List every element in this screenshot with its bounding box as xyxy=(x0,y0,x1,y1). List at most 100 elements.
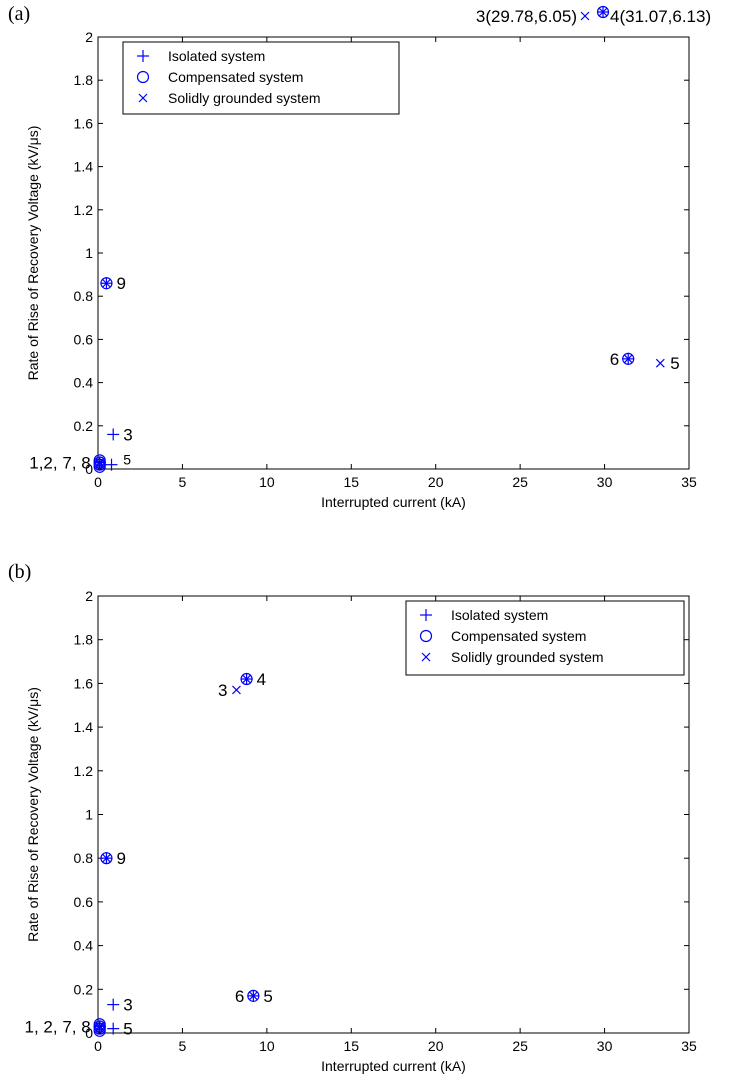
y-tick-label: 1.4 xyxy=(74,159,94,175)
legend: Isolated system Compensated system Solidly… xyxy=(122,41,400,115)
y-tick-label: 1.4 xyxy=(74,719,94,735)
data-point xyxy=(93,1024,106,1037)
point-annotation: 9 xyxy=(116,849,125,868)
x-tick-label: 5 xyxy=(179,1038,187,1054)
data-point xyxy=(95,458,105,467)
data-point xyxy=(100,277,113,290)
data-point xyxy=(93,460,106,473)
y-tick-label: 0.8 xyxy=(74,288,94,304)
y-tick-label: 1.8 xyxy=(74,72,94,88)
data-point xyxy=(240,672,253,686)
series-circle xyxy=(93,672,260,1037)
x-tick-label: 20 xyxy=(428,474,444,490)
series-circle xyxy=(93,277,635,473)
legend-entry: Isolated system xyxy=(168,48,265,64)
x-axis-label: Interrupted current (kA) xyxy=(321,1058,466,1074)
data-point xyxy=(232,685,241,695)
legend-marker xyxy=(138,93,148,103)
data-point xyxy=(95,1022,105,1031)
point-annotation: 1,2, 7, 8 xyxy=(29,454,90,473)
legend-entry: Solidly grounded system xyxy=(451,649,604,665)
scatter-chart-b: (b)0 5 10 15 20 25 30 3500.20.40.60.811.21.41.6… xyxy=(8,561,697,1074)
data-point xyxy=(107,428,120,441)
point-annotation: 3 xyxy=(218,681,227,700)
x-tick-label: 15 xyxy=(343,1038,359,1054)
y-tick-label: 2 xyxy=(85,29,93,45)
data-point xyxy=(623,354,633,364)
y-tick-label: 2 xyxy=(85,588,93,604)
y-tick-label: 0.4 xyxy=(74,375,94,391)
data-point xyxy=(93,1020,106,1033)
legend-marker xyxy=(137,50,149,62)
legend-box xyxy=(405,600,685,676)
y-tick-label: 0 xyxy=(85,1025,93,1041)
x-tick-label: 25 xyxy=(512,474,528,490)
series-plus xyxy=(93,277,635,471)
y-axis-label: Rate of Rise of Recovery Voltage (kV/μs) xyxy=(25,687,41,942)
series-x xyxy=(95,674,258,1034)
chart-panel-a: (a) 0 5 10 15 20 25 30 35 0 0.2 0.4 0.6 0.8 1 1.2 1.4 1.6… xyxy=(8,3,711,510)
offscale-marker-combined xyxy=(596,5,610,19)
x-tick-label: 30 xyxy=(597,1038,613,1054)
x-tick-label: 5 xyxy=(179,474,187,490)
offscale-label: 4(31.07,6.13) xyxy=(610,7,711,26)
data-point xyxy=(100,852,113,865)
point-annotation: 6 xyxy=(235,987,244,1006)
data-point xyxy=(95,1024,105,1034)
x-tick-label: 10 xyxy=(259,474,275,490)
data-point xyxy=(107,1022,120,1035)
data-point xyxy=(655,358,665,368)
point-annotation: 9 xyxy=(116,274,125,293)
x-tick-label: 35 xyxy=(681,474,697,490)
point-annotation: 6 xyxy=(610,350,619,369)
offscale-label: 3(29.78,6.05) xyxy=(476,7,577,26)
legend-marker xyxy=(421,652,431,662)
x-tick-label: 30 xyxy=(597,474,613,490)
offscale-marker-x xyxy=(598,7,608,17)
y-tick-label: 0 xyxy=(85,461,93,477)
data-point xyxy=(105,458,118,471)
legend-marker xyxy=(136,70,150,84)
legend-marker xyxy=(420,609,432,621)
y-tick-label: 0.6 xyxy=(74,894,94,910)
offscale-marker xyxy=(580,11,590,21)
point-annotation: 5 xyxy=(263,987,272,1006)
x-tick-label: 10 xyxy=(259,1038,275,1054)
legend: Isolated system Compensated system Solidly… xyxy=(405,600,685,676)
point-annotation: 5 xyxy=(670,354,679,373)
x-tick-label: 15 xyxy=(343,474,359,490)
data-point xyxy=(102,853,111,863)
y-tick-label: 0.2 xyxy=(74,981,94,997)
point-annotation: 3 xyxy=(123,996,132,1015)
data-point xyxy=(102,278,111,288)
legend-entry: Compensated system xyxy=(451,628,586,644)
data-point xyxy=(247,989,260,1002)
y-tick-label: 1 xyxy=(85,245,93,261)
data-point xyxy=(248,991,258,1001)
legend-box xyxy=(122,41,400,115)
y-tick-label: 1.6 xyxy=(74,115,94,131)
y-tick-label: 1.2 xyxy=(74,202,94,218)
y-tick-label: 1 xyxy=(85,807,93,823)
panel-label: (b) xyxy=(8,561,31,583)
x-axis-label: Interrupted current (kA) xyxy=(321,494,466,510)
legend-marker xyxy=(419,629,433,643)
x-tick-label: 0 xyxy=(94,474,102,490)
data-point xyxy=(95,460,105,470)
x-tick-label: 25 xyxy=(512,1038,528,1054)
y-tick-label: 0.4 xyxy=(74,938,94,954)
point-annotation: 3 xyxy=(123,425,132,444)
offscale-marker-circle xyxy=(596,5,610,19)
point-annotation: 5 xyxy=(123,1020,132,1039)
y-tick-label: 1.2 xyxy=(74,763,94,779)
point-annotation: 1, 2, 7, 8 xyxy=(25,1017,91,1036)
y-tick-label: 0.8 xyxy=(74,850,94,866)
data-point xyxy=(107,998,120,1011)
scatter-chart-a: (a)0 5 10 15 20 25 30 3500.20.40.60.811.21.41.6… xyxy=(8,3,711,510)
y-tick-label: 1.8 xyxy=(74,632,94,648)
x-tick-label: 35 xyxy=(681,1038,697,1054)
data-point xyxy=(622,352,635,365)
point-annotation: 4 xyxy=(257,670,266,689)
x-tick-label: 0 xyxy=(94,1038,102,1054)
y-tick-label: 0.6 xyxy=(74,331,94,347)
